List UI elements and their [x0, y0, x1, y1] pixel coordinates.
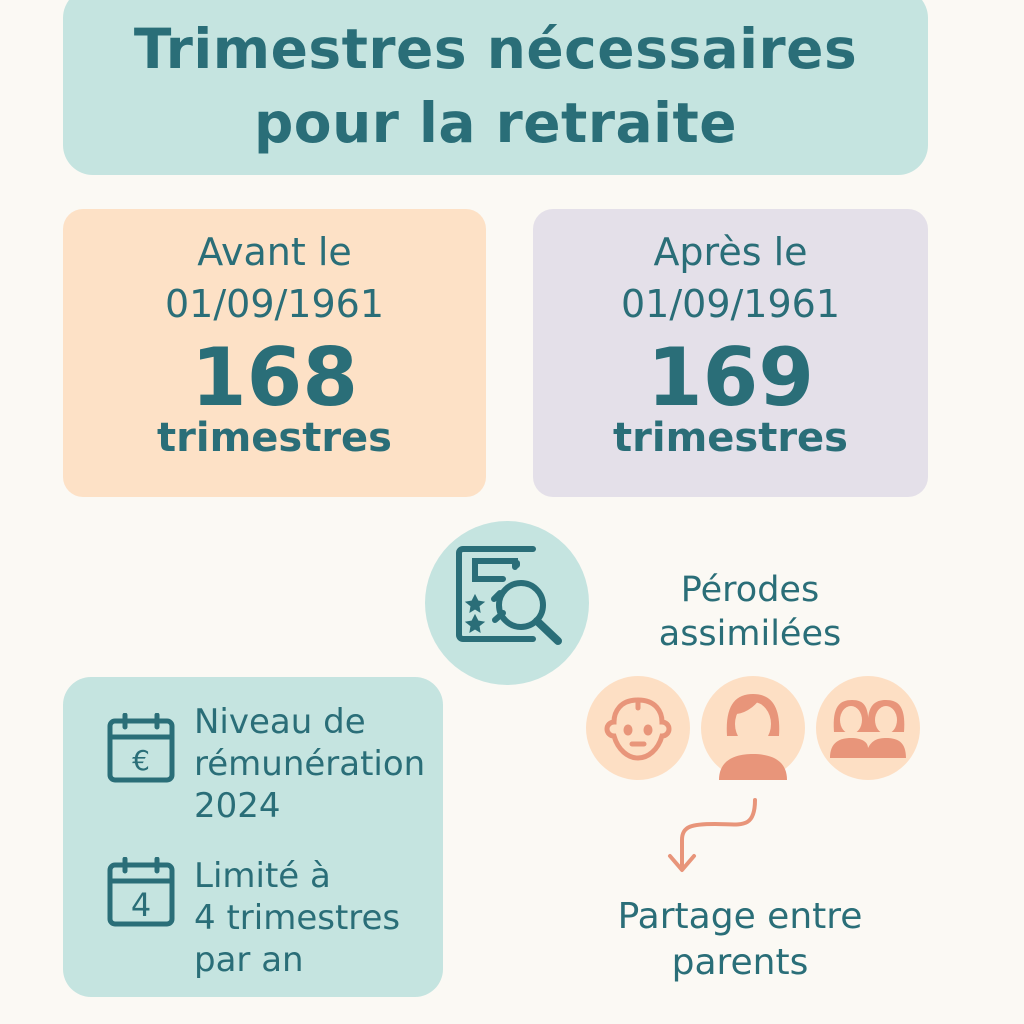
- document-search-icon: [425, 521, 589, 685]
- share-between-parents-label: Partage entre parents: [590, 894, 890, 986]
- title-line-1: Trimestres nécessaires: [133, 16, 858, 81]
- info-line: 2024: [194, 786, 281, 826]
- card-number: 168: [191, 331, 358, 424]
- info-text: Limité à 4 trimestres par an: [194, 855, 400, 981]
- title-banner: Trimestres nécessaires pour la retraite: [63, 0, 928, 175]
- assimilated-periods-label: Pérodes assimilées: [620, 568, 880, 656]
- card-date: 01/09/1961: [164, 282, 385, 326]
- card-after-1961: Après le 01/09/1961 169 trimestres: [533, 209, 928, 497]
- svg-text:€: €: [132, 744, 150, 777]
- periods-line-1: Pérodes: [680, 570, 820, 610]
- arrow-down-icon: [668, 798, 757, 872]
- info-line: Limité à: [194, 856, 331, 896]
- info-panel: € Niveau de rémunération 2024 4 Limité à…: [63, 677, 443, 997]
- title-line-2: pour la retraite: [253, 90, 738, 155]
- card-unit: trimestres: [613, 415, 848, 461]
- periods-line-2: assimilées: [658, 614, 842, 654]
- baby-icon: [586, 676, 690, 780]
- calendar-4-icon: 4: [107, 857, 175, 927]
- info-line: rémunération: [194, 744, 426, 784]
- share-line-1: Partage entre: [617, 896, 863, 937]
- card-label: Après le: [653, 230, 808, 274]
- card-date: 01/09/1961: [620, 282, 841, 326]
- info-line: par an: [194, 940, 304, 980]
- two-women-icon: [816, 676, 920, 780]
- info-text: Niveau de rémunération 2024: [194, 701, 425, 827]
- card-before-1961: Avant le 01/09/1961 168 trimestres: [63, 209, 486, 497]
- calendar-euro-icon: €: [107, 713, 175, 783]
- card-number: 169: [647, 331, 814, 424]
- woman-icon: [701, 676, 805, 780]
- svg-text:4: 4: [131, 886, 151, 924]
- info-line: 4 trimestres: [194, 898, 401, 938]
- card-label: Avant le: [197, 230, 352, 274]
- info-line: Niveau de: [194, 702, 366, 742]
- card-unit: trimestres: [157, 415, 392, 461]
- share-line-2: parents: [671, 942, 809, 983]
